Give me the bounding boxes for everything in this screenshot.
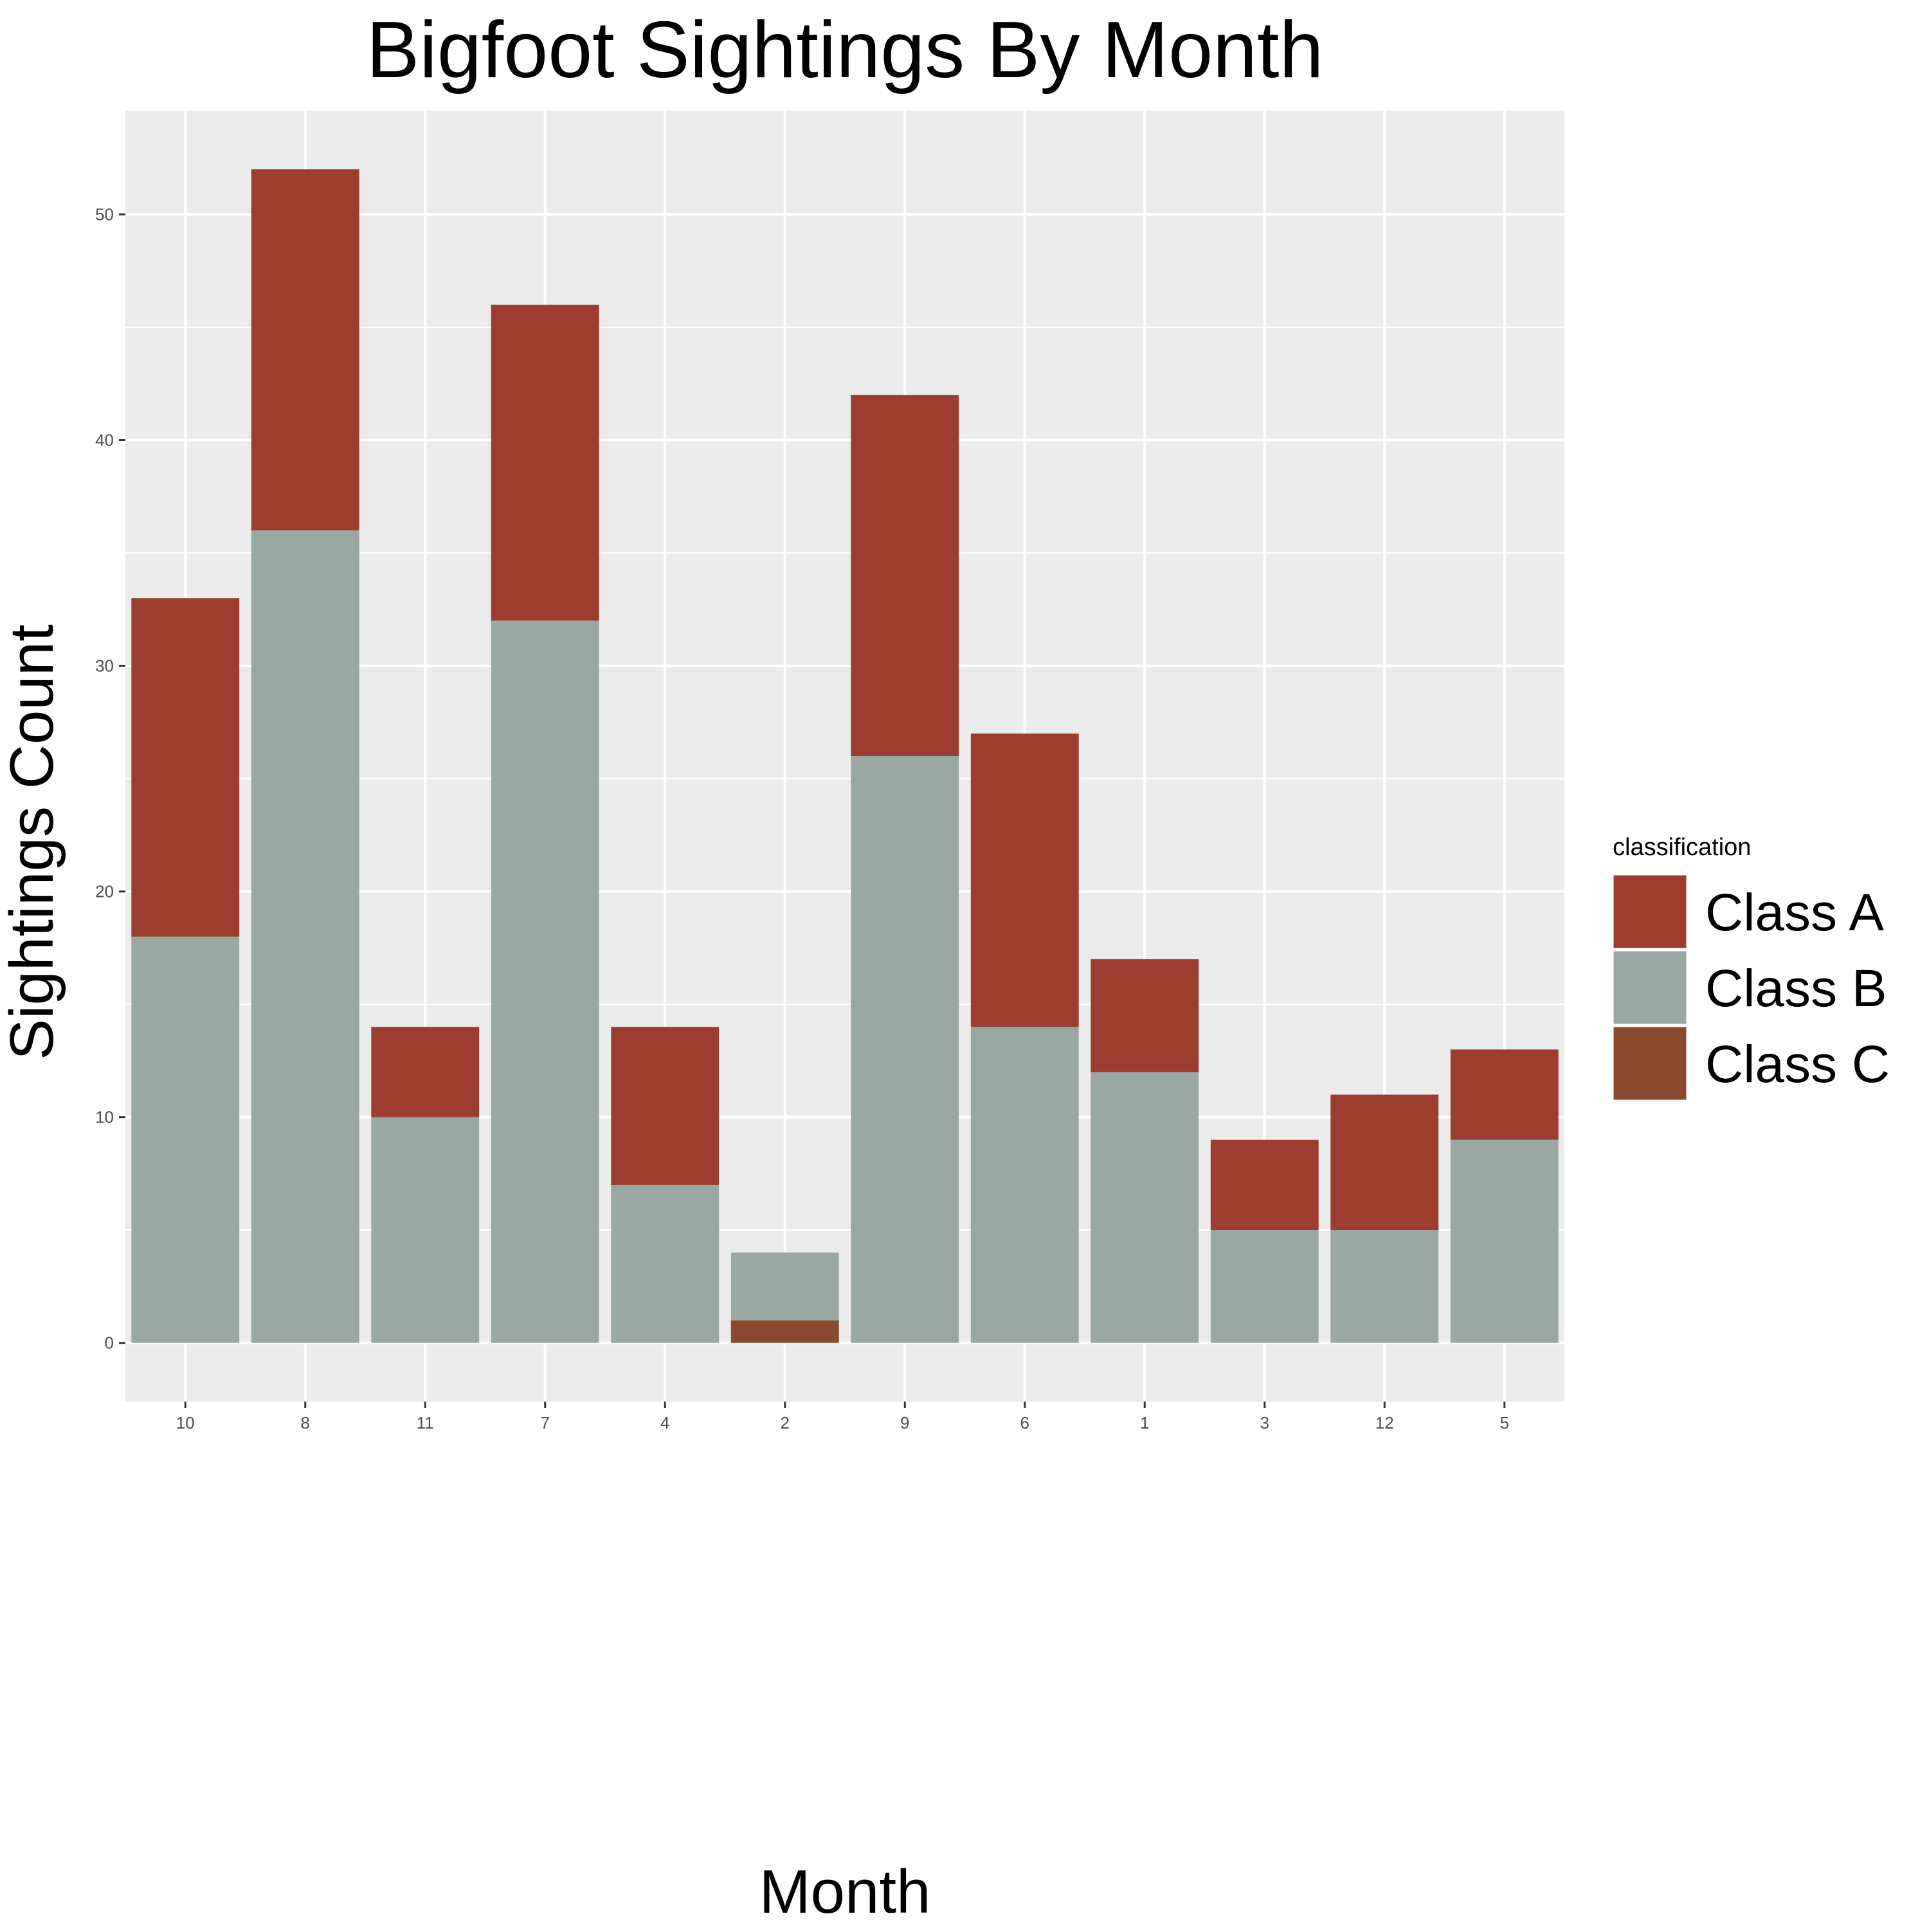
chart-title: Bigfoot Sightings By Month bbox=[367, 6, 1324, 95]
y-tick-label: 40 bbox=[95, 431, 114, 450]
y-tick-label: 30 bbox=[95, 656, 114, 676]
bar-segment-class-a-month-12 bbox=[1330, 1094, 1439, 1231]
bar-segment-class-b-month-4 bbox=[611, 1184, 720, 1343]
x-tick-label: 10 bbox=[176, 1413, 195, 1432]
y-axis: 0 10 20 30 40 50 bbox=[95, 204, 125, 1353]
y-tick-label: 50 bbox=[95, 204, 114, 224]
legend-label: Class C bbox=[1705, 1035, 1890, 1094]
legend-key-class-c bbox=[1611, 1025, 1689, 1102]
bar-segment-class-b-month-7 bbox=[491, 620, 599, 1343]
x-tick-label: 1 bbox=[1140, 1413, 1149, 1432]
bar-segment-class-a-month-9 bbox=[851, 395, 959, 756]
legend-key-class-a bbox=[1611, 873, 1689, 950]
minor-gridlines bbox=[125, 327, 1564, 1231]
legend-title: classification bbox=[1613, 834, 1751, 861]
bar-segment-class-c-month-2 bbox=[730, 1320, 839, 1343]
legend-label: Class A bbox=[1705, 883, 1884, 942]
x-tick-label: 4 bbox=[660, 1413, 669, 1432]
bar-segment-class-b-month-6 bbox=[970, 1027, 1079, 1343]
x-tick-label: 8 bbox=[301, 1413, 310, 1432]
x-tick-label: 11 bbox=[417, 1413, 434, 1432]
bar-segment-class-b-month-8 bbox=[251, 530, 359, 1343]
plot-panel bbox=[125, 111, 1564, 1402]
bar-segment-class-b-month-12 bbox=[1330, 1230, 1439, 1343]
y-tick-label: 0 bbox=[105, 1333, 114, 1353]
bar-segment-class-b-month-10 bbox=[131, 936, 240, 1343]
bar-segment-class-a-month-10 bbox=[131, 598, 240, 937]
x-tick-label: 2 bbox=[781, 1413, 790, 1432]
y-tick-label: 10 bbox=[95, 1108, 114, 1127]
bar-segment-class-a-month-8 bbox=[251, 169, 359, 530]
bar-segment-class-a-month-1 bbox=[1091, 959, 1199, 1072]
x-axis-title: Month bbox=[759, 1857, 931, 1926]
bar-segment-class-b-month-11 bbox=[371, 1117, 480, 1343]
legend: classification Class A Class B Class C bbox=[1611, 834, 1890, 1102]
bar-segment-class-a-month-5 bbox=[1450, 1049, 1559, 1140]
x-tick-label: 5 bbox=[1500, 1413, 1509, 1432]
bar-segment-class-a-month-3 bbox=[1210, 1139, 1319, 1231]
x-tick-label: 7 bbox=[541, 1413, 550, 1432]
y-axis-title: Sightings Count bbox=[0, 624, 66, 1060]
legend-label: Class B bbox=[1705, 959, 1887, 1018]
bar-segment-class-b-month-5 bbox=[1450, 1139, 1559, 1343]
x-tick-label: 9 bbox=[900, 1413, 909, 1432]
x-tick-label: 6 bbox=[1020, 1413, 1029, 1432]
x-axis: 10 8 11 7 4 2 9 6 1 3 12 5 bbox=[176, 1402, 1509, 1432]
bar-segment-class-b-month-2 bbox=[730, 1252, 839, 1321]
bar-segment-class-b-month-1 bbox=[1091, 1072, 1199, 1343]
legend-key-class-b bbox=[1611, 949, 1689, 1026]
bars bbox=[131, 169, 1559, 1343]
x-tick-label: 3 bbox=[1260, 1413, 1269, 1432]
bar-segment-class-a-month-6 bbox=[970, 733, 1079, 1027]
bar-segment-class-a-month-4 bbox=[611, 1027, 720, 1185]
y-tick-label: 20 bbox=[95, 882, 114, 901]
bar-segment-class-a-month-11 bbox=[371, 1027, 480, 1117]
bar-segment-class-b-month-3 bbox=[1210, 1230, 1319, 1343]
bar-segment-class-b-month-9 bbox=[851, 756, 959, 1343]
x-tick-label: 12 bbox=[1375, 1413, 1394, 1432]
bar-segment-class-a-month-7 bbox=[491, 304, 599, 621]
